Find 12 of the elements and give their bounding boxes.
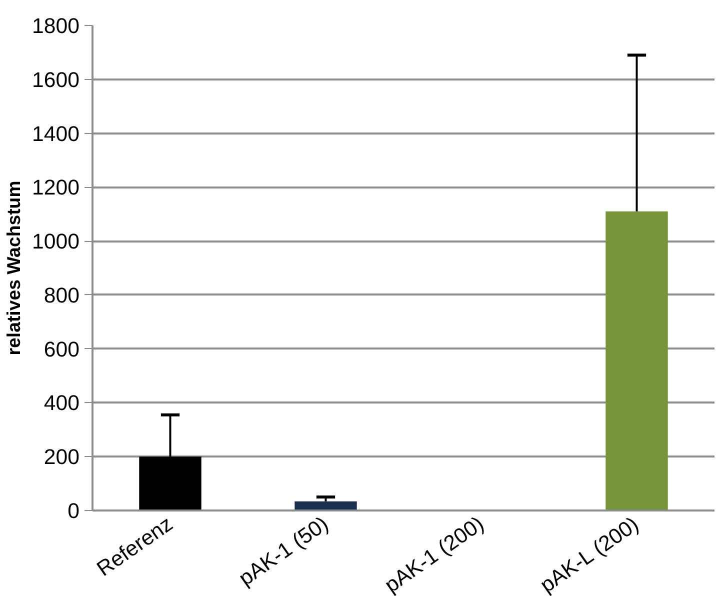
y-tick-label: 800 — [44, 283, 80, 308]
y-tick-label: 1000 — [32, 230, 80, 254]
y-tick-label: 600 — [44, 337, 80, 362]
y-tick-label: 1800 — [32, 14, 80, 38]
y-tick-label: 0 — [68, 499, 80, 523]
bar — [606, 211, 668, 510]
y-tick-label: 1600 — [32, 68, 80, 92]
y-tick-label: 1400 — [32, 122, 80, 146]
y-axis-title: relatives Wachstum — [3, 180, 24, 356]
y-tick-label: 400 — [44, 391, 80, 416]
y-tick-label: 1200 — [32, 176, 80, 200]
y-tick-label: 200 — [44, 445, 80, 470]
